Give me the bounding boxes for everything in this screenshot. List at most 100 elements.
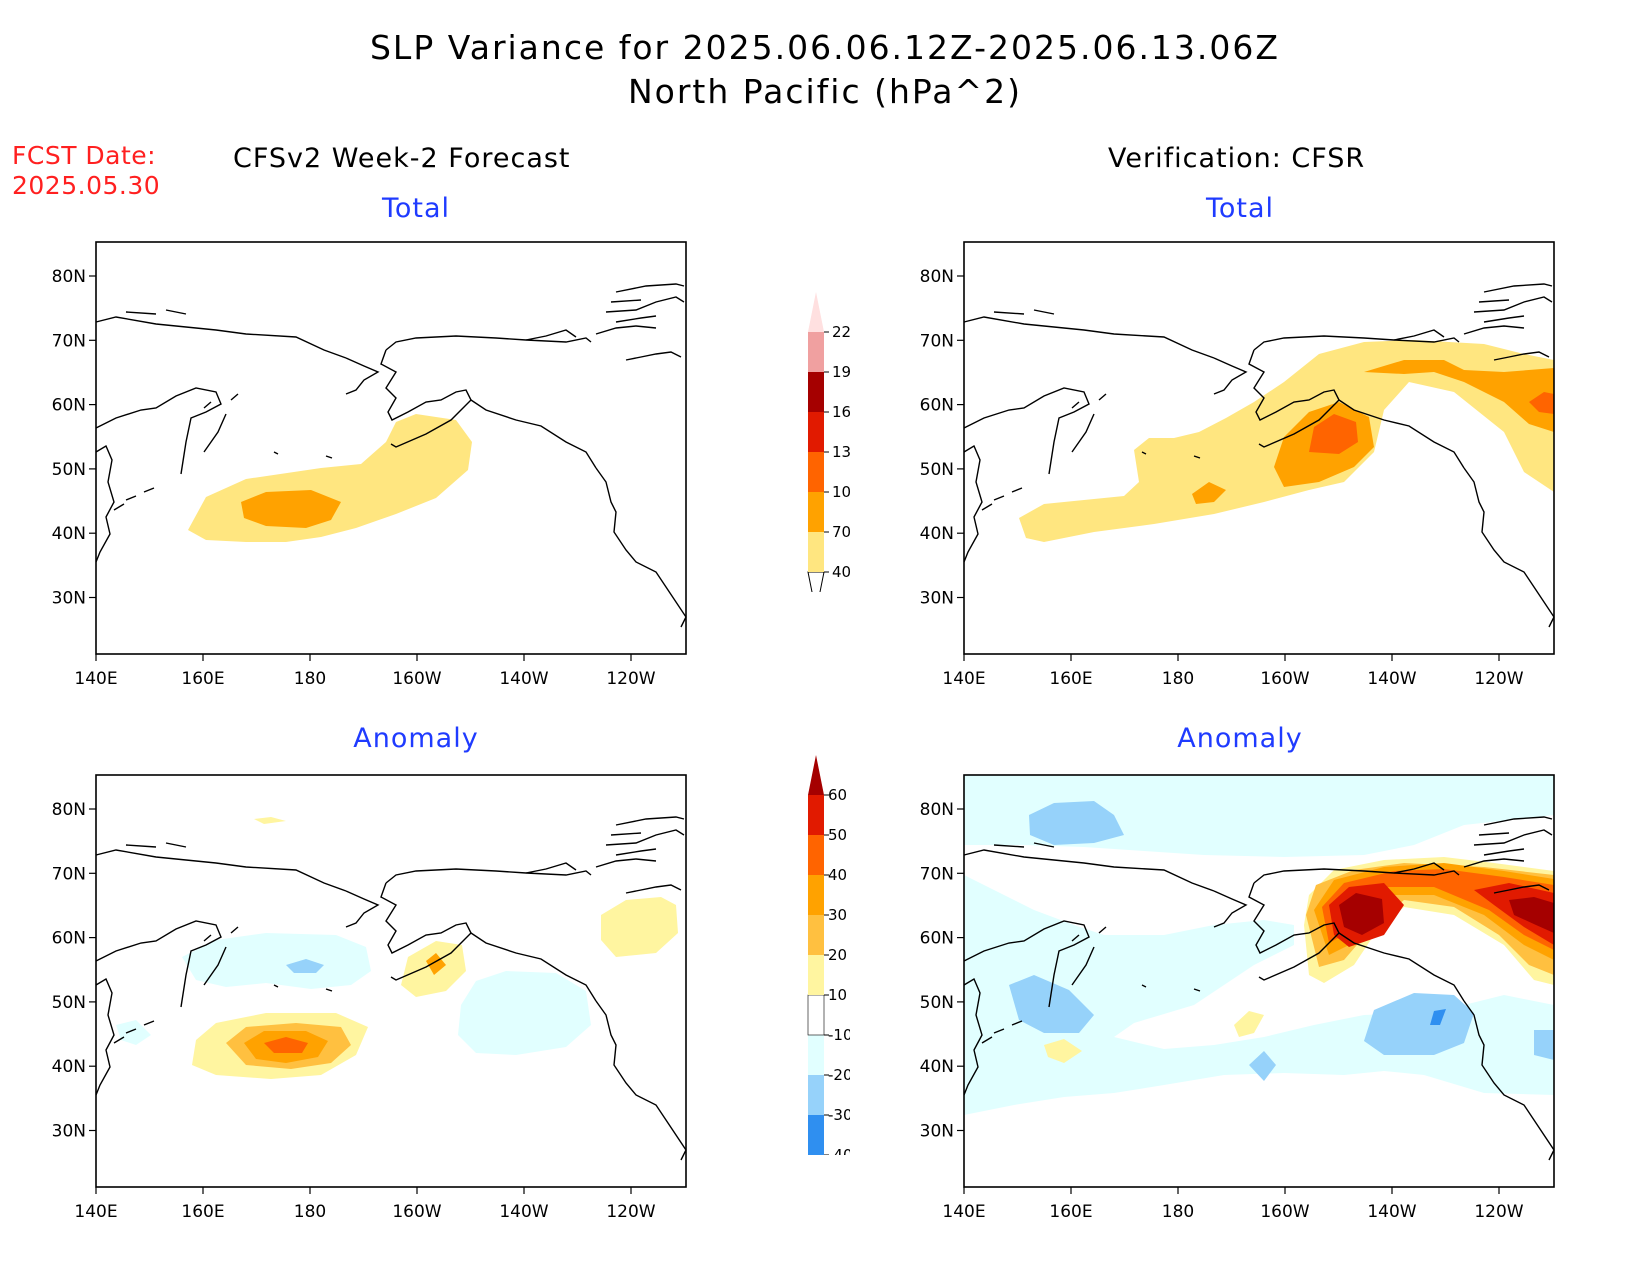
forecast-total-subtitle: Total: [381, 193, 451, 224]
verification-total-axes: 140E 160E 180 160W 140W 120W 80N 70N 60N 50N 40N 30…: [920, 267, 1524, 685]
lat-tick-label: 40N: [920, 524, 954, 544]
colorbar-segment: [808, 915, 824, 955]
main-title-line2: North Pacific (hPa^2): [627, 72, 1023, 111]
lon-tick-label: 160E: [181, 669, 224, 685]
verification-anomaly-axes: 140E 160E 180 160W 140W 120W 80N 70N 60N 50N 40N 30…: [920, 800, 1524, 1218]
colorbar-segment: [807, 994, 825, 1036]
main-title-line1: SLP Variance for 2025.06.06.12Z-2025.06.…: [369, 28, 1281, 67]
lat-tick-label: 50N: [920, 460, 954, 480]
lon-tick-label: 120W: [606, 669, 655, 685]
lat-tick-label: 30N: [52, 589, 86, 609]
colorbar-label: 70: [832, 523, 850, 541]
lat-tick-label: 30N: [52, 1122, 86, 1142]
lat-tick-label: 60N: [52, 396, 86, 416]
lat-tick-label: 60N: [920, 396, 954, 416]
verification-anomaly-subtitle: Anomaly: [1177, 723, 1303, 754]
lat-tick-label: 70N: [52, 864, 86, 884]
lat-tick-label: 70N: [52, 331, 86, 351]
colorbar-label: 40: [828, 866, 847, 884]
lon-tick-label: 160W: [392, 669, 441, 685]
verification-anomaly-shading: [964, 775, 1554, 1115]
lat-tick-label: 80N: [52, 267, 86, 287]
verification-total-shading: [1019, 340, 1554, 542]
forecast-total-axes: 140E 160E 180 160W 140W 120W 80N 70N 60N 50N 40N 30…: [52, 267, 656, 685]
colorbar-lower-arrow: [807, 571, 825, 592]
lat-tick-label: 40N: [920, 1057, 954, 1077]
lon-tick-label: 160E: [1049, 669, 1092, 685]
colorbar-label: -20: [828, 1066, 850, 1084]
lon-tick-label: 160W: [1260, 1202, 1309, 1218]
lon-tick-label: 180: [1162, 1202, 1194, 1218]
lon-tick-label: 160W: [392, 1202, 441, 1218]
colorbar-segment: [808, 332, 824, 372]
colorbar-label: 10: [828, 986, 847, 1004]
colorbar-segment: [808, 1035, 824, 1075]
verification-anomaly-map: 140E 160E 180 160W 140W 120W 80N 70N 60N 50N 40N 30…: [920, 774, 1555, 1218]
forecast-anomaly-map: 140E 160E 180 160W 140W 120W 80N 70N 60N 50N 40N 30…: [52, 774, 687, 1218]
lat-tick-label: 40N: [52, 524, 86, 544]
colorbar-segment: [808, 452, 824, 492]
verification-total-subtitle: Total: [1205, 193, 1275, 224]
forecast-column-title: CFSv2 Week-2 Forecast: [233, 143, 571, 174]
forecast-total-shading: [188, 414, 472, 542]
colorbar-label: 30: [828, 906, 847, 924]
colorbar-label: 220: [832, 323, 850, 341]
lon-tick-label: 120W: [606, 1202, 655, 1218]
colorbar-label: 190: [832, 363, 850, 381]
colorbar-upper-arrow: [808, 292, 824, 332]
total-colorbar: 40 70 100 130 160 190 220: [807, 292, 850, 592]
forecast-anomaly-axes: 140E 160E 180 160W 140W 120W 80N 70N 60N 50N 40N 30…: [52, 800, 656, 1218]
colorbar-segment: [808, 795, 824, 835]
lat-tick-label: 80N: [920, 267, 954, 287]
lon-tick-label: 120W: [1474, 1202, 1523, 1218]
colorbar-label: 50: [828, 826, 847, 844]
colorbar-label: 20: [828, 946, 847, 964]
lat-tick-label: 80N: [52, 800, 86, 820]
lon-tick-label: 140W: [1367, 1202, 1416, 1218]
lat-tick-label: 40N: [52, 1057, 86, 1077]
colorbar-label: 40: [832, 563, 850, 581]
lat-tick-label: 50N: [52, 993, 86, 1013]
colorbar-segment: [808, 492, 824, 532]
lat-tick-label: 80N: [920, 800, 954, 820]
lat-tick-label: 70N: [920, 864, 954, 884]
colorbar-label: -40: [828, 1146, 850, 1155]
lat-tick-label: 60N: [52, 929, 86, 949]
lon-tick-label: 160W: [1260, 669, 1309, 685]
lat-tick-label: 60N: [920, 929, 954, 949]
colorbar-segment: [808, 1075, 824, 1115]
lon-tick-label: 140E: [74, 669, 117, 685]
lat-tick-label: 30N: [920, 1122, 954, 1142]
colorbar-label: 160: [832, 403, 850, 421]
lat-tick-label: 70N: [920, 331, 954, 351]
lon-tick-label: 140E: [942, 1202, 985, 1218]
lat-tick-label: 50N: [52, 460, 86, 480]
verification-total-map: 140E 160E 180 160W 140W 120W 80N 70N 60N 50N 40N 30…: [920, 241, 1555, 685]
lon-tick-label: 140W: [1367, 669, 1416, 685]
anomaly-colorbar: -40 -30 -20 -10 10 20 30 40 50 60: [807, 755, 850, 1155]
colorbar-label: 130: [832, 443, 850, 461]
lon-tick-label: 140E: [942, 669, 985, 685]
colorbar-segment: [808, 532, 824, 572]
lon-tick-label: 180: [294, 669, 326, 685]
lon-tick-label: 140W: [499, 1202, 548, 1218]
fcst-date-label: FCST Date:: [12, 141, 157, 170]
lat-tick-label: 50N: [920, 993, 954, 1013]
verification-column-title: Verification: CFSR: [1108, 143, 1366, 174]
colorbar-segment: [808, 875, 824, 915]
lat-tick-label: 30N: [920, 589, 954, 609]
colorbar-label: 60: [828, 786, 847, 804]
colorbar-segment: [808, 412, 824, 452]
lon-tick-label: 160E: [181, 1202, 224, 1218]
forecast-total-map: 140E 160E 180 160W 140W 120W 80N 70N 60N 50N 40N 30…: [52, 241, 687, 685]
forecast-anomaly-shading: [116, 817, 678, 1079]
colorbar-segment: [808, 372, 824, 412]
lon-tick-label: 180: [294, 1202, 326, 1218]
colorbar-upper-arrow: [808, 755, 824, 795]
lon-tick-label: 120W: [1474, 669, 1523, 685]
colorbar-segment: [808, 955, 824, 995]
lon-tick-label: 140E: [74, 1202, 117, 1218]
fcst-date-value: 2025.05.30: [12, 171, 161, 200]
forecast-anomaly-subtitle: Anomaly: [353, 723, 479, 754]
colorbar-segment: [808, 835, 824, 875]
